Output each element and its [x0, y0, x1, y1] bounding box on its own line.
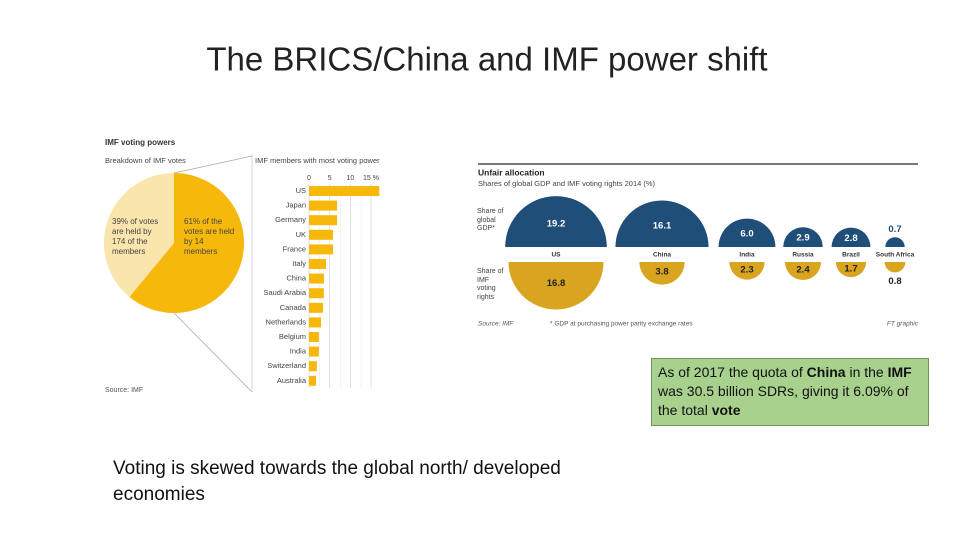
- value-label: 2.9: [796, 233, 809, 244]
- x-tick-label: 10: [346, 175, 354, 182]
- row-label: Share of IMF voting rights: [477, 268, 504, 301]
- y-tick-label: Belgium: [279, 332, 306, 341]
- value-label: 2.4: [796, 265, 810, 276]
- x-tick-label: 0: [307, 175, 311, 182]
- bar: [309, 273, 324, 284]
- y-tick-label: Saudi Arabia: [263, 288, 306, 297]
- y-tick-label: India: [290, 347, 307, 356]
- x-tick-label: 5: [328, 175, 332, 182]
- semicircle: [615, 200, 709, 247]
- callout-text: in the: [845, 364, 888, 380]
- y-tick-label: France: [283, 244, 306, 253]
- semicircle: [831, 227, 871, 247]
- category-label: Russia: [792, 252, 814, 259]
- value-label: 2.3: [740, 264, 753, 275]
- row-label: Share of global GDP*: [477, 208, 504, 232]
- pie-label: 61% of the votes are held by 14 members: [184, 217, 235, 256]
- bottom-text: Voting is skewed towards the global nort…: [113, 458, 561, 505]
- semicircle: [835, 262, 867, 278]
- callout-text: As of 2017 the quota of: [658, 364, 807, 380]
- value-label: 6.0: [740, 229, 753, 240]
- bar: [309, 375, 317, 386]
- bar: [309, 332, 319, 342]
- callout-text: vote: [711, 402, 741, 418]
- bar: [309, 346, 319, 357]
- bar: [309, 229, 333, 240]
- value-label: 19.2: [547, 219, 566, 230]
- semicircle: [729, 262, 765, 280]
- value-label: 0.8: [888, 276, 901, 287]
- y-tick-label: Italy: [292, 259, 306, 268]
- bar: [309, 215, 338, 226]
- chart-footnote: * GDP at purchasing power parity exchang…: [550, 321, 693, 328]
- category-label: India: [739, 252, 755, 259]
- pie-slice: [129, 173, 245, 314]
- chart-source: Source: IMF: [105, 387, 143, 394]
- y-tick-label: Australia: [277, 376, 307, 385]
- y-tick-label: UK: [296, 230, 306, 239]
- value-label: 3.8: [655, 267, 668, 278]
- y-tick-label: Canada: [280, 303, 307, 312]
- category-label: China: [653, 252, 671, 259]
- chart-subtitle: Shares of global GDP and IMF voting righ…: [478, 179, 656, 188]
- chart-title: IMF voting powers: [105, 138, 176, 147]
- y-tick-label: Germany: [275, 215, 306, 224]
- bar: [309, 288, 324, 299]
- semicircle: [885, 237, 905, 247]
- bar: [309, 317, 321, 328]
- value-label: 16.1: [653, 221, 672, 232]
- bar: [309, 244, 333, 255]
- semicircle: [785, 262, 821, 280]
- leader-line: [173, 312, 253, 393]
- y-tick-label: Switzerland: [267, 361, 306, 370]
- callout: As of 2017 the quota of China in the IMF…: [651, 358, 929, 426]
- callout-text: was 30.5 billion SDRs, giving it 6.09% o…: [658, 383, 909, 418]
- pie-slice: [104, 173, 174, 297]
- bar: [309, 302, 324, 313]
- semicircle: [783, 227, 823, 247]
- callout-text: China: [806, 364, 846, 380]
- x-tick-label: 15 %: [363, 175, 379, 182]
- semicircle: [639, 262, 685, 285]
- bar: [309, 200, 338, 211]
- chart-source: Source: IMF: [478, 321, 514, 328]
- value-label: 16.8: [547, 278, 566, 289]
- value-label: 0.7: [888, 224, 901, 235]
- chart-title: Unfair allocation: [478, 167, 545, 177]
- chart-subtitle: Breakdown of IMF votes: [105, 156, 186, 165]
- category-label: US: [551, 252, 561, 259]
- value-label: 2.8: [844, 233, 857, 244]
- leader-line: [173, 155, 253, 174]
- value-label: 1.7: [844, 263, 857, 274]
- bar: [309, 259, 326, 269]
- semicircle: [718, 218, 776, 247]
- y-tick-label: China: [286, 274, 306, 283]
- bar: [309, 361, 317, 372]
- semicircle: [505, 196, 607, 247]
- chart-credit: FT graphic: [887, 321, 919, 328]
- bar: [309, 186, 380, 196]
- semicircle: [884, 262, 906, 273]
- y-tick-label: Japan: [286, 201, 306, 210]
- slide-title: The BRICS/China and IMF power shift: [206, 41, 767, 78]
- y-tick-label: US: [296, 186, 306, 195]
- category-label: South Africa: [876, 252, 915, 259]
- pie-label: 39% of votes are held by 174 of the memb…: [112, 217, 159, 256]
- callout-text: IMF: [887, 364, 912, 380]
- semicircle: [508, 262, 604, 310]
- y-tick-label: Netherlands: [266, 317, 307, 326]
- chart-title: IMF members with most voting power: [255, 156, 380, 165]
- category-label: Brazil: [842, 252, 860, 259]
